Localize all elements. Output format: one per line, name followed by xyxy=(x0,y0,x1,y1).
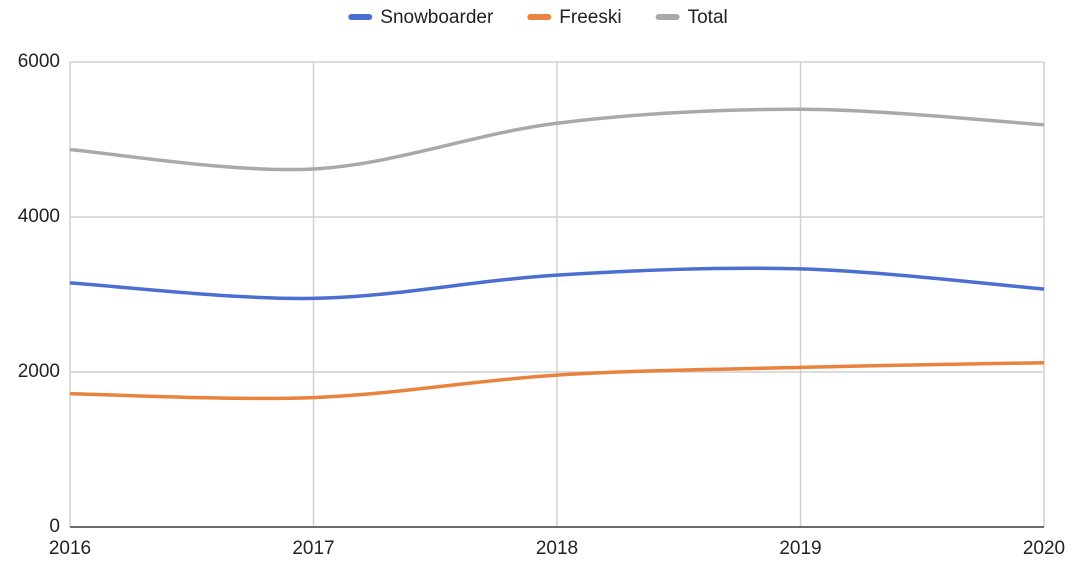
x-tick-label: 2017 xyxy=(292,538,334,559)
legend-label: Freeski xyxy=(559,7,621,28)
x-tick-label: 2020 xyxy=(1023,538,1065,559)
x-tick-label: 2016 xyxy=(49,538,91,559)
y-tick-label: 4000 xyxy=(18,206,60,227)
line-series xyxy=(69,360,1045,401)
line-series xyxy=(69,107,1045,172)
legend: Snowboarder Freeski Total xyxy=(348,7,728,28)
line-series xyxy=(69,266,1045,301)
y-tick-label: 0 xyxy=(49,516,60,537)
legend-label: Snowboarder xyxy=(380,7,494,28)
x-tick-label: 2019 xyxy=(779,538,821,559)
y-tick-label: 6000 xyxy=(18,51,60,72)
x-tick-label: 2018 xyxy=(536,538,578,559)
legend-swatch xyxy=(655,14,680,20)
y-tick-label: 2000 xyxy=(18,361,60,382)
legend-swatch xyxy=(527,14,552,20)
legend-label: Total xyxy=(688,7,728,28)
legend-swatch xyxy=(348,14,373,20)
